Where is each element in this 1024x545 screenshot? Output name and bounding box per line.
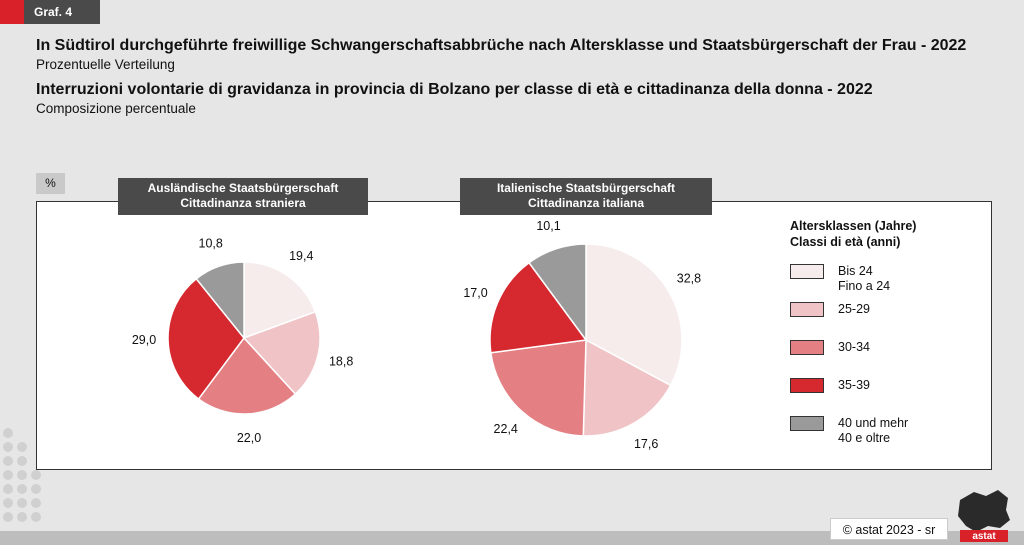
chart-header-italian: Italienische Staatsbürgerschaft Cittadin…: [460, 178, 712, 215]
pie-slice: [489, 261, 588, 354]
legend-label: 25-29: [838, 302, 870, 316]
pie-data-label: 17,6: [634, 437, 658, 451]
legend-swatch: [790, 416, 824, 431]
pie-slice: [490, 339, 587, 437]
legend-swatch: [790, 302, 824, 317]
title-italian: Interruzioni volontarie di gravidanza in…: [36, 81, 873, 98]
pie-slice: [582, 338, 672, 437]
pie-slice: [197, 336, 297, 415]
legend-label: 40 und mehr 40 e oltre: [838, 416, 909, 445]
pie-data-label: 18,8: [329, 355, 353, 369]
legend-title-line1: Altersklassen (Jahre): [790, 219, 917, 233]
legend-title: Altersklassen (Jahre) Classi di età (ann…: [790, 218, 980, 250]
pie-slice: [195, 261, 245, 341]
pie-data-label: 19,4: [289, 249, 313, 263]
pie-slice: [242, 310, 321, 396]
pie-data-label: 10,8: [199, 237, 223, 251]
chart-header-foreign-line1: Ausländische Staatsbürgerschaft: [147, 181, 339, 195]
pie-data-label: 29,0: [132, 333, 156, 347]
chart-header-italian-line1: Italienische Staatsbürgerschaft: [496, 181, 676, 195]
decorative-dots: [3, 428, 41, 522]
svg-text:astat: astat: [972, 531, 996, 542]
legend-swatch: [790, 378, 824, 393]
chart-header-foreign-line2: Cittadinanza straniera: [180, 196, 306, 210]
pie-data-label: 22,0: [237, 431, 261, 445]
chart-header-foreign: Ausländische Staatsbürgerschaft Cittadin…: [118, 178, 368, 215]
copyright: © astat 2023 - sr: [830, 518, 948, 540]
footer-bar: [0, 531, 1024, 545]
legend-item: Bis 24 Fino a 24: [790, 264, 980, 302]
unit-label: %: [36, 173, 65, 194]
pie-data-label: 17,0: [463, 286, 487, 300]
legend-label: 30-34: [838, 340, 870, 354]
legend-swatch: [790, 340, 824, 355]
legend-label: 35-39: [838, 378, 870, 392]
legend-title-line2: Classi di età (anni): [790, 235, 901, 249]
subtitle-german: Prozentuelle Verteilung: [36, 57, 175, 72]
subtitle-italian: Composizione percentuale: [36, 101, 196, 116]
legend-swatch: [790, 264, 824, 279]
pie-slice: [167, 277, 245, 400]
legend-item: 30-34: [790, 340, 980, 378]
title-german: In Südtirol durchgeführte freiwillige Sc…: [36, 37, 967, 54]
titles: In Südtirol durchgeführte freiwillige Sc…: [36, 37, 996, 117]
astat-logo: astat: [958, 490, 1010, 542]
pie-slice: [243, 261, 317, 340]
graph-number: Graf. 4: [24, 0, 100, 24]
legend-item: 35-39: [790, 378, 980, 416]
legend-item: 40 und mehr 40 e oltre: [790, 416, 980, 454]
legend: Altersklassen (Jahre) Classi di età (ann…: [790, 218, 980, 454]
pie-slice: [527, 243, 587, 343]
graph-tag: Graf. 4: [0, 0, 100, 24]
pie-slice: [585, 243, 683, 387]
chart-header-italian-line2: Cittadinanza italiana: [527, 196, 645, 210]
tag-accent: [0, 0, 24, 24]
pie-data-label: 32,8: [677, 271, 701, 285]
legend-item: 25-29: [790, 302, 980, 340]
legend-label: Bis 24 Fino a 24: [838, 264, 891, 293]
legend-items: Bis 24 Fino a 24 25-29 30-34 35-39 40 und meh…: [790, 264, 980, 454]
pie-data-label: 22,4: [494, 422, 518, 436]
pie-data-label: 10,1: [536, 219, 560, 233]
